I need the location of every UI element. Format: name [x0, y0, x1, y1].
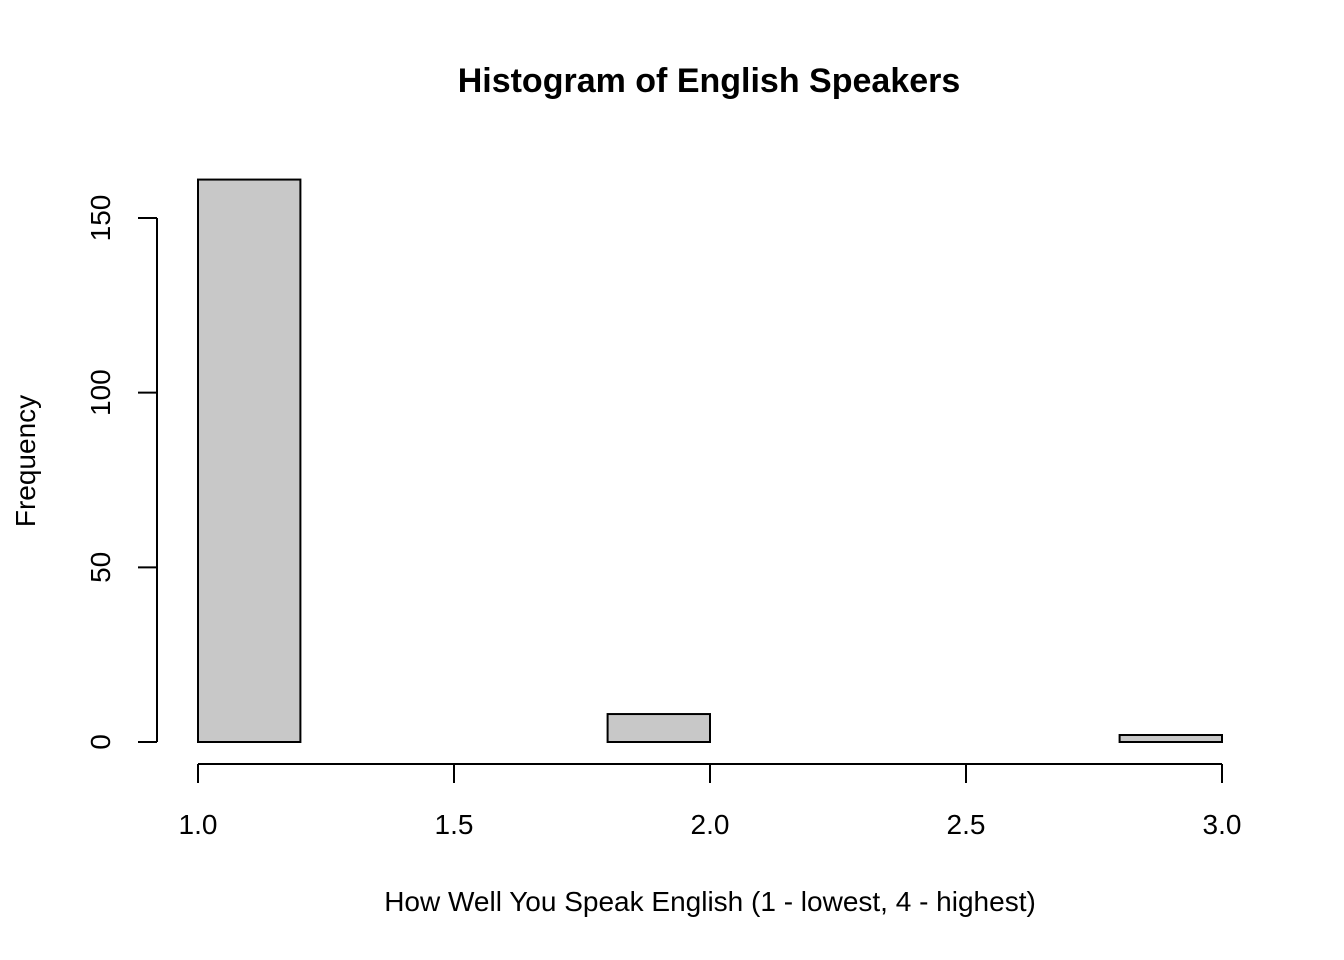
histogram-bars [197, 178, 1223, 744]
y-tick-label: 150 [85, 195, 116, 242]
x-axis-label: How Well You Speak English (1 - lowest, … [384, 886, 1036, 917]
x-tick-label: 1.0 [179, 809, 218, 840]
histogram-bar-10 [1118, 734, 1223, 743]
x-tick-label: 2.0 [691, 809, 730, 840]
y-axis-label: Frequency [10, 395, 41, 527]
chart-title: Histogram of English Speakers [458, 62, 961, 100]
x-tick-label: 3.0 [1203, 809, 1242, 840]
x-tick-label: 1.5 [435, 809, 474, 840]
y-axis-ticks: 0 50 100 150 [85, 195, 157, 750]
x-axis-ticks: 1.0 1.5 2.0 2.5 3.0 [179, 764, 1242, 840]
y-tick-label: 100 [85, 369, 116, 416]
y-tick-label: 0 [85, 734, 116, 750]
histogram-bar-5 [606, 713, 711, 744]
histogram-bar-1 [197, 178, 302, 744]
x-tick-label: 2.5 [947, 809, 986, 840]
y-tick-label: 50 [85, 552, 116, 583]
